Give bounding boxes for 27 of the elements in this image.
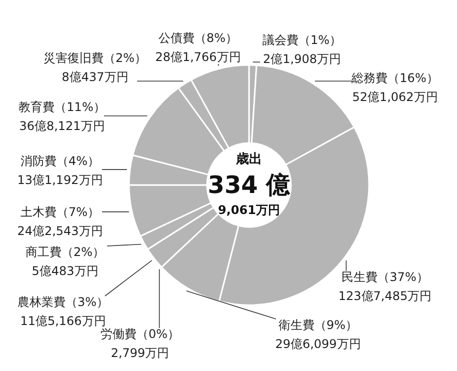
text: 36億8,121万円 (19, 119, 105, 133)
slice-label: 災害復旧費（2%） (43, 51, 147, 65)
slice-label: 公債費（8%） (158, 31, 238, 45)
slice-label: 農林業費（3%） (17, 295, 109, 309)
text: 52億1,062万円 (352, 90, 438, 104)
text: 歳出 (235, 152, 262, 167)
text: 24億2,543万円 (17, 224, 103, 238)
text: 334 億 (208, 171, 292, 199)
slice-label: 教育費（11%） (18, 100, 106, 114)
slice-label: 消防費（4%） (20, 154, 100, 168)
text: 13億1,192万円 (17, 173, 103, 187)
slice-label: 商工費（2%） (25, 245, 105, 259)
slice-label: 衛生費（9%） (278, 318, 358, 332)
text: 123億7,485万円 (338, 289, 432, 303)
text: 9,061万円 (218, 203, 280, 217)
text: 2,799万円 (110, 346, 170, 360)
text: 5億483万円 (32, 264, 98, 278)
slice-label: 民生費（37%） (342, 270, 428, 284)
category-label: 労働費（0%） (100, 327, 180, 341)
text: 2億1,908万円 (263, 52, 341, 66)
text: 11億5,166万円 (20, 314, 106, 328)
slice-label: 総務費（16%） (350, 71, 438, 85)
text: 29億6,099万円 (275, 337, 361, 351)
slice-label: 土木費（7%） (20, 205, 100, 219)
slice-label: 議会費（1%） (262, 33, 342, 47)
text: 8億437万円 (62, 70, 128, 84)
text: 28億1,766万円 (155, 50, 241, 64)
